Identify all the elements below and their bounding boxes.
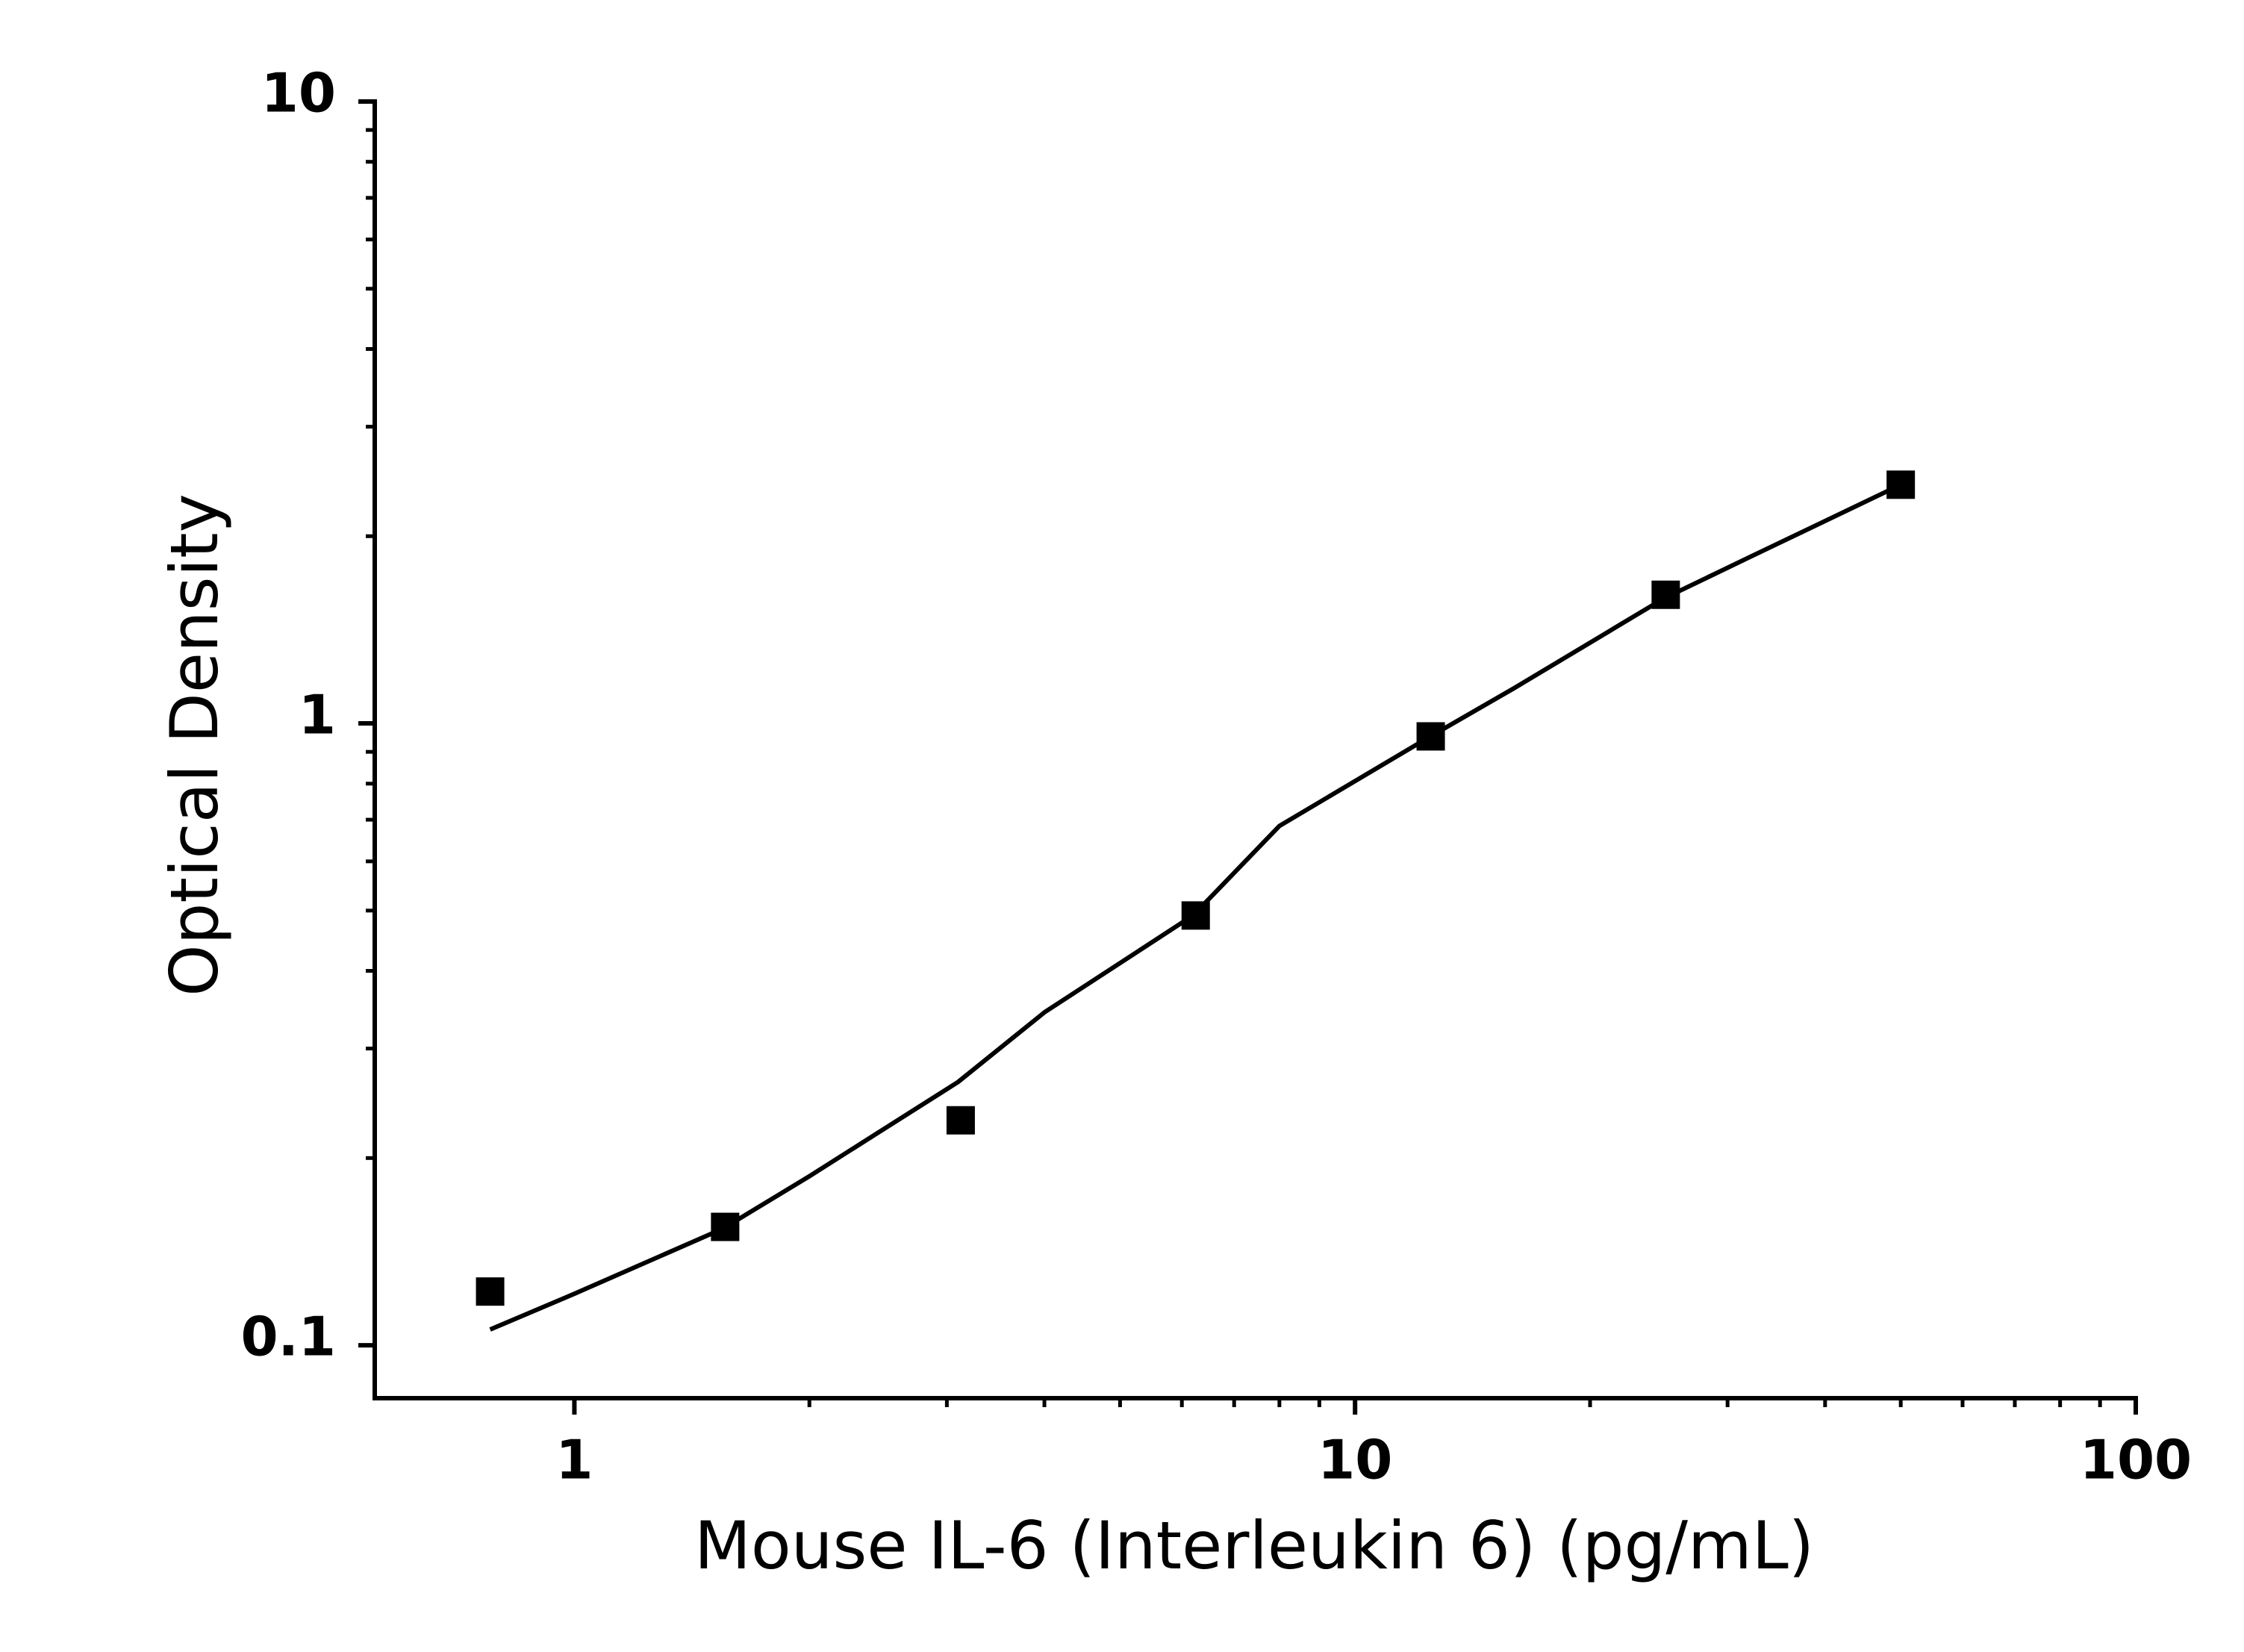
y-tick-label: 10	[261, 62, 336, 125]
x-tick-label: 100	[2080, 1429, 2192, 1492]
y-axis-title: Optical Density	[156, 493, 233, 996]
x-tick-label: 10	[1318, 1429, 1392, 1492]
x-axis-title: Mouse IL-6 (Interleukin 6) (pg/mL)	[694, 1507, 1814, 1584]
data-point	[946, 1106, 975, 1135]
data-point	[476, 1277, 505, 1306]
y-tick-label: 1	[299, 684, 336, 746]
x-tick-label: 1	[555, 1429, 593, 1492]
y-tick-label: 0.1	[240, 1306, 336, 1368]
fit-curve	[489, 482, 1902, 1332]
